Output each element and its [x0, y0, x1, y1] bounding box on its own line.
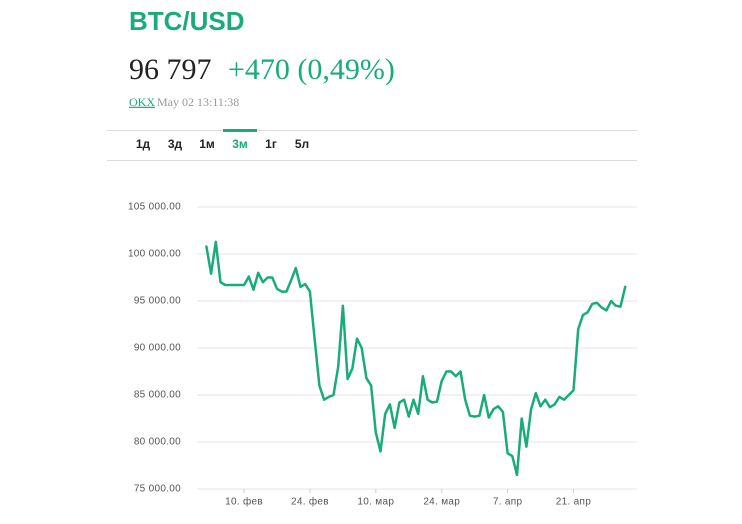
- tabs: 1д 3д 1м 3м 1г 5л: [136, 129, 309, 151]
- tab[interactable]: 3д: [168, 137, 183, 151]
- y-tick-label: 75 000.00: [134, 484, 181, 495]
- y-tick-label: 80 000.00: [134, 437, 181, 448]
- y-tick-label: 85 000.00: [134, 390, 181, 401]
- x-tick-label: 24. мар: [423, 497, 460, 508]
- tab[interactable]: 1д: [136, 137, 151, 151]
- title: BTC/USD: [129, 6, 245, 36]
- x-tick-label: 7. апр: [493, 497, 523, 508]
- tab[interactable]: 1г: [265, 137, 277, 151]
- price: 96 797: [129, 53, 212, 86]
- tab[interactable]: 5л: [295, 137, 309, 151]
- active-tab-indicator: [223, 129, 257, 132]
- y-tick-label: 95 000.00: [134, 296, 181, 307]
- tab[interactable]: 3м: [232, 137, 248, 151]
- y-tick-label: 90 000.00: [134, 343, 181, 354]
- price-line: [205, 240, 627, 477]
- x-tick-label: 21. апр: [556, 497, 591, 508]
- x-tick-label: 10. фев: [225, 496, 263, 508]
- x-tick-label: 10. мар: [357, 497, 394, 508]
- y-tick-label: 105 000.00: [128, 202, 181, 213]
- change: +470 (0,49%): [228, 53, 395, 86]
- x-tick-label: 24. фев: [291, 496, 329, 508]
- y-tick-label: 100 000.00: [128, 249, 181, 260]
- source-link[interactable]: OKX: [129, 95, 155, 109]
- tab[interactable]: 1м: [199, 137, 215, 151]
- chart: 75 000.00 80 000.00 85 000.00 90 000.00 95 0…: [128, 202, 637, 508]
- timestamp: May 02 13:11:38: [157, 95, 239, 109]
